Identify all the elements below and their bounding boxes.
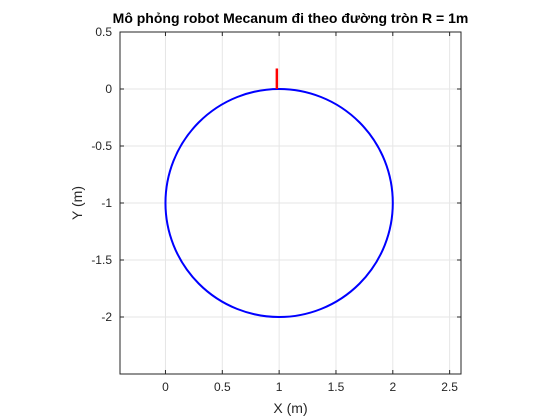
ticks: 0 0.5 1 1.5 2 2.5 -2 -1.5 -1 -0.5 0 0.5 [91,25,461,394]
y-tick-label: -0.5 [91,139,112,153]
y-tick-label: 0.5 [95,25,112,39]
y-tick-label: -1 [101,196,112,210]
y-tick-label: 0 [105,82,112,96]
x-tick-label: 0 [162,380,169,394]
chart-title: Mô phỏng robot Mecanum đi theo đường trò… [113,10,469,26]
x-tick-label: 2 [389,380,396,394]
y-tick-label: -2 [101,310,112,324]
x-tick-label: 1 [276,380,283,394]
grid [120,31,461,374]
x-axis-label: X (m) [273,400,307,416]
x-tick-label: 1.5 [328,380,345,394]
y-tick-label: -1.5 [91,253,112,267]
y-axis-label: Y (m) [69,186,85,220]
trajectory-circle [164,88,394,318]
x-tick-label: 2.5 [441,380,458,394]
plot-data [164,68,394,318]
x-tick-label: 0.5 [214,380,231,394]
